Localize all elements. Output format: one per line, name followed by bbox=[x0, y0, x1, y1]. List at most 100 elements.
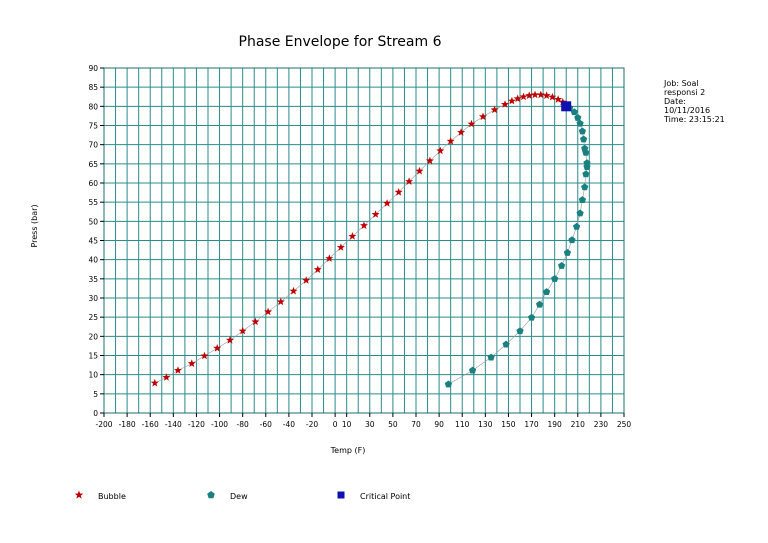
dew-point bbox=[516, 327, 524, 335]
x-tick-label: 10 bbox=[342, 420, 352, 429]
job-info: Job: Soal responsi 2 Date: 10/11/2016 Ti… bbox=[664, 79, 725, 124]
y-tick-label: 10 bbox=[88, 371, 98, 380]
x-tick-label: 50 bbox=[388, 420, 398, 429]
pentagon-icon bbox=[204, 489, 218, 503]
bubble-point bbox=[325, 254, 334, 262]
dew-point bbox=[576, 119, 584, 127]
bubble-point bbox=[548, 92, 557, 101]
dew-point bbox=[582, 148, 590, 156]
dew-point bbox=[502, 340, 510, 348]
legend-dew: Dew bbox=[204, 489, 248, 503]
x-tick-label: 130 bbox=[478, 420, 493, 429]
y-tick-label: 30 bbox=[88, 294, 98, 303]
y-tick-label: 25 bbox=[88, 313, 98, 322]
dew-point bbox=[579, 135, 588, 143]
bubble-point bbox=[251, 317, 260, 326]
bubble-point bbox=[200, 351, 209, 360]
bubble-point bbox=[519, 92, 528, 101]
dew-point bbox=[468, 366, 477, 374]
x-tick-label: 90 bbox=[434, 420, 444, 429]
bubble-point bbox=[150, 378, 159, 387]
x-tick-label: -60 bbox=[260, 420, 272, 429]
bubble-point bbox=[457, 128, 466, 136]
x-tick-label: 230 bbox=[594, 420, 609, 429]
y-tick-label: 65 bbox=[88, 160, 98, 169]
bubble-point bbox=[302, 276, 311, 284]
y-tick-label: 20 bbox=[88, 332, 98, 341]
y-tick-label: 70 bbox=[88, 141, 98, 150]
dew-point bbox=[572, 222, 581, 230]
dew-point bbox=[576, 209, 584, 217]
dew-point bbox=[527, 313, 536, 321]
bubble-point bbox=[479, 112, 487, 121]
legend-critical-label: Critical Point bbox=[360, 491, 411, 501]
bubble-point bbox=[336, 243, 345, 251]
bubble-point bbox=[238, 326, 247, 335]
y-tick-label: 0 bbox=[93, 409, 98, 418]
bubble-point bbox=[276, 297, 285, 306]
x-tick-label: 110 bbox=[455, 420, 470, 429]
x-tick-label: -200 bbox=[95, 420, 112, 429]
y-tick-label: 60 bbox=[88, 179, 98, 188]
bubble-point bbox=[394, 188, 403, 196]
x-tick-label: -180 bbox=[119, 420, 136, 429]
y-tick-label: 85 bbox=[88, 83, 98, 92]
bubble-point bbox=[425, 156, 434, 165]
legend-bubble: Bubble bbox=[72, 489, 126, 503]
y-tick-label: 90 bbox=[88, 64, 98, 73]
dew-point bbox=[581, 183, 589, 191]
y-axis-label: Press (bar) bbox=[30, 204, 39, 247]
y-tick-label: 50 bbox=[88, 217, 98, 226]
y-tick-label: 45 bbox=[88, 237, 98, 246]
bubble-point bbox=[289, 286, 298, 295]
square-icon bbox=[334, 489, 348, 503]
legend-dew-label: Dew bbox=[230, 491, 248, 501]
x-axis-label: Temp (F) bbox=[330, 446, 366, 455]
x-tick-label: 0 bbox=[333, 420, 338, 429]
bubble-point bbox=[174, 366, 182, 374]
dew-point bbox=[542, 288, 551, 295]
x-tick-label: -160 bbox=[142, 420, 159, 429]
bubble-point bbox=[490, 105, 499, 114]
bubble-point bbox=[513, 94, 522, 103]
bubble-point bbox=[446, 137, 455, 145]
bubble-point bbox=[226, 336, 234, 344]
bubble-point bbox=[405, 177, 414, 185]
dew-point bbox=[535, 300, 544, 308]
dew-point bbox=[568, 236, 576, 244]
x-tick-label: 190 bbox=[548, 420, 563, 429]
dew-point bbox=[551, 275, 559, 282]
x-tick-label: -120 bbox=[188, 420, 205, 429]
x-tick-label: -80 bbox=[237, 420, 249, 429]
legend-bubble-label: Bubble bbox=[98, 491, 126, 501]
bubble-point bbox=[542, 91, 551, 99]
x-tick-label: -20 bbox=[306, 420, 318, 429]
dew-point bbox=[578, 127, 587, 135]
bubble-point bbox=[313, 265, 322, 273]
chart-title: Phase Envelope for Stream 6 bbox=[238, 34, 442, 50]
dew-point bbox=[444, 380, 453, 388]
x-tick-label: -40 bbox=[283, 420, 295, 429]
bubble-point bbox=[525, 91, 534, 99]
y-tick-label: 5 bbox=[93, 390, 98, 399]
series-line bbox=[154, 94, 563, 384]
bubble-point bbox=[415, 166, 424, 175]
x-tick-label: 210 bbox=[571, 420, 586, 429]
bubble-point bbox=[162, 373, 171, 381]
bubble-point bbox=[348, 232, 357, 240]
grid bbox=[103, 67, 625, 414]
y-tick-label: 35 bbox=[88, 275, 98, 284]
y-tick-label: 40 bbox=[88, 256, 98, 265]
x-tick-label: -100 bbox=[211, 420, 228, 429]
y-tick-label: 80 bbox=[88, 102, 98, 111]
dew-point bbox=[557, 262, 566, 269]
bubble-point bbox=[371, 210, 380, 218]
dew-point bbox=[583, 163, 591, 170]
bubble-point bbox=[531, 90, 539, 99]
bubble-point bbox=[213, 344, 222, 352]
markers bbox=[150, 90, 591, 388]
bubble-point bbox=[383, 199, 392, 207]
x-tick-label: 70 bbox=[411, 420, 421, 429]
y-tick-label: 15 bbox=[88, 352, 98, 361]
